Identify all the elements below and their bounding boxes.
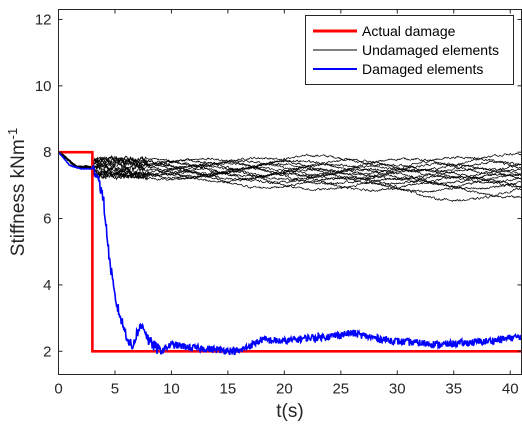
legend-label-undamaged-elements: Undamaged elements <box>362 42 499 58</box>
y-tick-label: 12 <box>35 11 52 28</box>
undamaged-element-line <box>58 151 522 179</box>
x-tick-label: 5 <box>111 381 119 398</box>
x-tick-label: 20 <box>276 381 293 398</box>
x-tick-label: 15 <box>220 381 237 398</box>
legend: Actual damage Undamaged elements Damaged… <box>305 15 514 85</box>
undamaged-element-line <box>58 152 522 193</box>
x-axis-label: t(s) <box>276 401 303 422</box>
x-tick-label: 10 <box>163 381 180 398</box>
y-tick-label: 6 <box>43 211 51 228</box>
x-tick-label: 30 <box>389 381 406 398</box>
damaged-element-line <box>57 151 522 356</box>
undamaged-element-line <box>58 151 522 203</box>
y-axis-label: Stiffness kNm-1 <box>5 128 29 256</box>
undamaged-element-line <box>58 151 522 184</box>
undamaged-element-line <box>58 151 522 179</box>
undamaged-element-line <box>58 151 522 185</box>
y-tick-label: 4 <box>43 277 51 294</box>
legend-label-actual-damage: Actual damage <box>362 23 456 39</box>
y-tick-label: 10 <box>35 78 52 95</box>
legend-label-damaged-elements: Damaged elements <box>362 61 483 77</box>
x-tick-label: 25 <box>332 381 349 398</box>
undamaged-element-line <box>58 152 522 186</box>
y-tick-label: 8 <box>43 144 51 161</box>
x-tick-label: 40 <box>502 381 519 398</box>
actual-damage-line <box>58 150 522 353</box>
plot-area <box>57 150 522 356</box>
undamaged-element-line <box>58 151 522 193</box>
y-tick-label: 2 <box>43 343 51 360</box>
x-tick-label: 35 <box>445 381 462 398</box>
axis-ticks: 0 5 10 15 20 25 30 35 40 2 4 6 8 10 12 <box>35 9 522 398</box>
x-tick-label: 0 <box>54 381 62 398</box>
